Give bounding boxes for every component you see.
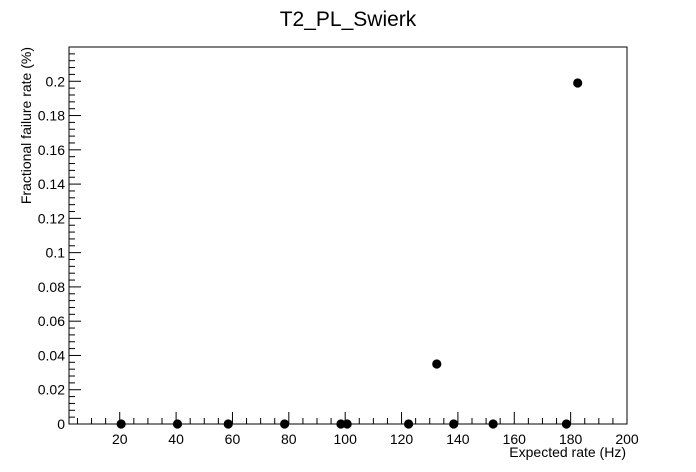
plot-frame (68, 46, 628, 425)
x-tick-label: 120 (390, 431, 414, 447)
x-tick-label: 40 (168, 431, 184, 447)
y-axis-label: Fractional failure rate (%) (18, 47, 34, 204)
y-tick-label: 0.2 (46, 73, 66, 89)
x-tick-label: 200 (615, 431, 639, 447)
y-tick-label: 0.08 (38, 279, 65, 295)
y-tick-label: 0 (57, 416, 65, 432)
x-tick-label: 140 (446, 431, 470, 447)
data-point (432, 359, 442, 369)
data-point (573, 78, 583, 88)
data-point (279, 419, 290, 429)
x-tick-label: 20 (112, 431, 128, 447)
data-points (116, 78, 583, 429)
x-tick-label: 100 (334, 431, 358, 447)
data-point (116, 419, 126, 429)
data-point (172, 419, 183, 429)
data-point (342, 419, 352, 429)
data-point (403, 419, 414, 429)
data-point (561, 419, 572, 429)
chart-title: T2_PL_Swierk (280, 8, 417, 31)
y-tick-label: 0.06 (38, 313, 65, 329)
x-tick-label: 180 (559, 431, 583, 447)
y-tick-label: 0.14 (38, 176, 65, 192)
y-tick-label: 0.02 (38, 382, 65, 398)
data-point (223, 419, 233, 429)
axis-tick-labels: 20 40 60 80 100 120 140 160 180 200 0 0.02 0.04 0.06 0… (38, 73, 639, 447)
axis-ticks (69, 46, 628, 425)
y-tick-label: 0.12 (38, 210, 65, 226)
y-tick-label: 0.18 (38, 108, 65, 124)
y-tick-label: 0.1 (46, 245, 66, 261)
data-point (449, 419, 459, 429)
y-tick-label: 0.16 (38, 142, 65, 158)
y-tick-label: 0.04 (38, 347, 65, 363)
data-point (488, 419, 498, 429)
x-tick-label: 60 (225, 431, 241, 447)
x-tick-label: 160 (503, 431, 527, 447)
x-axis-label: Expected rate (Hz) (509, 444, 626, 460)
x-tick-label: 80 (281, 431, 297, 447)
